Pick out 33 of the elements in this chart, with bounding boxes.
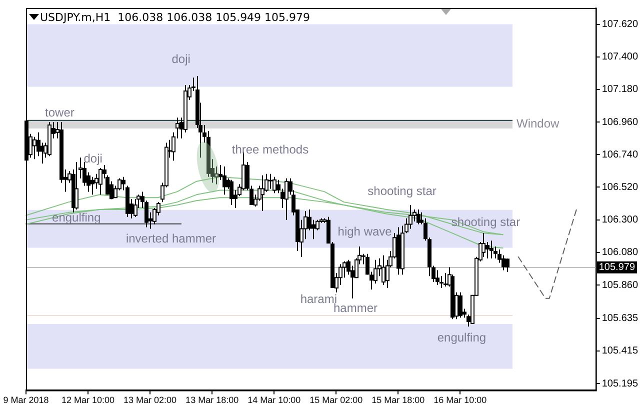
chart-title: USDJPY.m,H1 106.038 106.038 105.949 105.979 [40, 11, 310, 24]
y-tick-label: 107.400 [602, 52, 638, 63]
y-tick-label: 106.520 [602, 182, 638, 193]
annotation: high wave [338, 224, 392, 239]
y-tick-label: 106.300 [602, 214, 638, 226]
annotation: doji [172, 52, 190, 66]
annotation: hammer [334, 301, 378, 316]
y-tick-label: 105.415 [602, 346, 638, 357]
x-tick-label: 16 Mar 10:00 [434, 395, 487, 406]
band-label: Window [516, 116, 560, 130]
annotation: three methods [232, 142, 309, 157]
y-tick-label: 105.860 [602, 280, 638, 291]
y-tick-label: 106.960 [602, 116, 638, 128]
annotation: shooting star [368, 184, 436, 198]
annotation: tower [45, 105, 74, 120]
y-tick-label: 106.740 [602, 149, 638, 160]
x-tick-label: 12 Mar 10:00 [62, 395, 115, 406]
y-tick-label: 105.195 [602, 378, 638, 390]
y-tick-label: 107.620 [602, 19, 638, 30]
annotation: doji [84, 151, 102, 166]
annotation: inverted hammer [126, 231, 216, 246]
y-tick-label: 107.180 [602, 84, 638, 96]
annotation: engulfing [437, 330, 486, 345]
ref-line-label: 105.979 [598, 262, 636, 274]
y-tick-label: 106.080 [602, 247, 638, 258]
x-tick-label: 9 Mar 2018 [3, 395, 49, 406]
annotation: engulfing [52, 210, 101, 225]
y-tick-label: 105.635 [602, 313, 638, 324]
x-tick-label: 13 Mar 18:00 [186, 395, 239, 406]
x-tick-label: 14 Mar 10:00 [248, 395, 301, 406]
x-tick-label: 15 Mar 18:00 [372, 395, 425, 406]
x-tick-label: 15 Mar 02:00 [310, 395, 363, 406]
x-tick-label: 13 Mar 02:00 [124, 395, 177, 406]
